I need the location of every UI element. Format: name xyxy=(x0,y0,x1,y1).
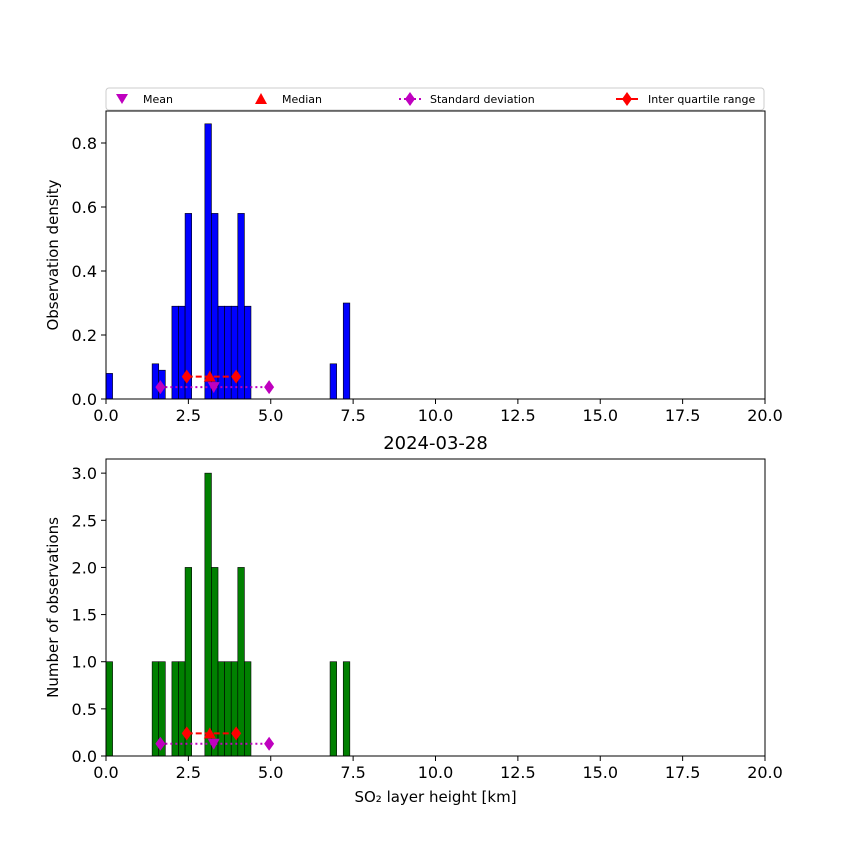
histogram-bar xyxy=(105,661,113,757)
x-tick-label: 10.0 xyxy=(418,406,454,425)
x-tick-label: 0.0 xyxy=(93,406,118,425)
x-axis-label: SO₂ layer height [km] xyxy=(354,788,516,806)
legend-iqr-label: Inter quartile range xyxy=(648,93,755,106)
histogram-bar xyxy=(105,373,113,400)
std-marker xyxy=(155,380,166,395)
legend-mean-label: Mean xyxy=(143,93,173,106)
y-tick-label: 2.5 xyxy=(72,511,97,530)
histogram-bar xyxy=(217,305,225,400)
histogram-bar xyxy=(329,661,337,757)
count-histogram-panel: 0.0 2.5 5.0 7.5 10.0 12.5 15.0 17.5 20.0 0.0 0.5 1.… xyxy=(44,433,783,806)
legend-mean-marker xyxy=(116,94,128,104)
y-tick-label: 2.0 xyxy=(72,558,97,577)
x-tick-label: 7.5 xyxy=(340,406,365,425)
x-tick-label: 5.0 xyxy=(258,406,283,425)
x-tick-label: 20.0 xyxy=(747,406,783,425)
y-axis-label: Number of observations xyxy=(44,517,62,698)
histogram-bar xyxy=(244,661,252,757)
histogram-bar xyxy=(204,472,212,757)
histogram-bar xyxy=(230,661,239,757)
histogram-bar xyxy=(178,661,186,757)
x-tick-label: 10.0 xyxy=(418,763,454,782)
iqr-marker xyxy=(181,726,192,741)
x-tick-label: 17.5 xyxy=(665,406,701,425)
histogram-bar xyxy=(171,661,179,757)
y-tick-label: 0.8 xyxy=(72,134,97,153)
x-tick-label: 2.5 xyxy=(176,406,201,425)
y-tick-label: 0.2 xyxy=(72,326,97,345)
density-histogram-panel: 0.0 2.5 5.0 7.5 10.0 12.5 15.0 17.5 20.0 0.0 0.2 0.… xyxy=(44,110,783,425)
y-tick-label: 0.0 xyxy=(72,747,97,766)
iqr-marker xyxy=(231,726,242,741)
histogram-bar xyxy=(224,661,232,757)
median-marker xyxy=(203,727,216,739)
x-tick-label: 17.5 xyxy=(665,763,701,782)
histogram-bar xyxy=(342,302,351,400)
y-tick-label: 0.6 xyxy=(72,198,97,217)
chart-title: 2024-03-28 xyxy=(383,433,488,454)
legend: Mean Median Standard deviation Inter qua… xyxy=(105,87,765,111)
legend-median-marker xyxy=(255,93,267,104)
std-marker xyxy=(264,736,275,751)
histogram-bar xyxy=(211,567,219,757)
legend-std-marker xyxy=(405,92,415,106)
iqr-marker xyxy=(181,369,192,384)
x-tick-label: 7.5 xyxy=(340,763,365,782)
y-tick-label: 1.5 xyxy=(72,606,97,625)
std-marker xyxy=(155,736,166,751)
x-tick-label: 0.0 xyxy=(93,763,118,782)
histogram-bar xyxy=(237,567,245,757)
legend-std-label: Standard deviation xyxy=(430,93,535,106)
histogram-bar xyxy=(178,305,186,400)
x-tick-label: 2.5 xyxy=(176,763,201,782)
x-tick-label: 15.0 xyxy=(582,406,618,425)
x-tick-label: 15.0 xyxy=(582,763,618,782)
legend-iqr-marker xyxy=(622,92,632,106)
x-tick-label: 12.5 xyxy=(500,406,536,425)
histogram-bar xyxy=(204,123,212,400)
histogram-bar xyxy=(342,661,351,757)
y-tick-label: 3.0 xyxy=(72,464,97,483)
histogram-bar xyxy=(237,213,245,400)
histogram-bar xyxy=(211,213,219,400)
std-marker xyxy=(264,380,275,395)
y-tick-label: 0.0 xyxy=(72,390,97,409)
mean-marker xyxy=(207,738,220,750)
histogram-bar xyxy=(329,363,337,400)
mean-marker xyxy=(207,382,220,394)
y-tick-label: 0.4 xyxy=(72,262,97,281)
histogram-bar xyxy=(151,363,160,400)
y-axis-label: Observation density xyxy=(44,179,62,330)
histogram-bar xyxy=(171,305,179,400)
histogram-bar xyxy=(244,305,252,400)
x-tick-label: 20.0 xyxy=(747,763,783,782)
y-tick-label: 0.5 xyxy=(72,700,97,719)
iqr-marker xyxy=(231,369,242,384)
x-tick-label: 12.5 xyxy=(500,763,536,782)
legend-median-label: Median xyxy=(282,93,322,106)
histogram-bar xyxy=(230,305,239,400)
median-marker xyxy=(203,370,216,382)
histogram-bar xyxy=(224,305,232,400)
histogram-bar xyxy=(217,661,225,757)
y-tick-label: 1.0 xyxy=(72,653,97,672)
x-tick-label: 5.0 xyxy=(258,763,283,782)
